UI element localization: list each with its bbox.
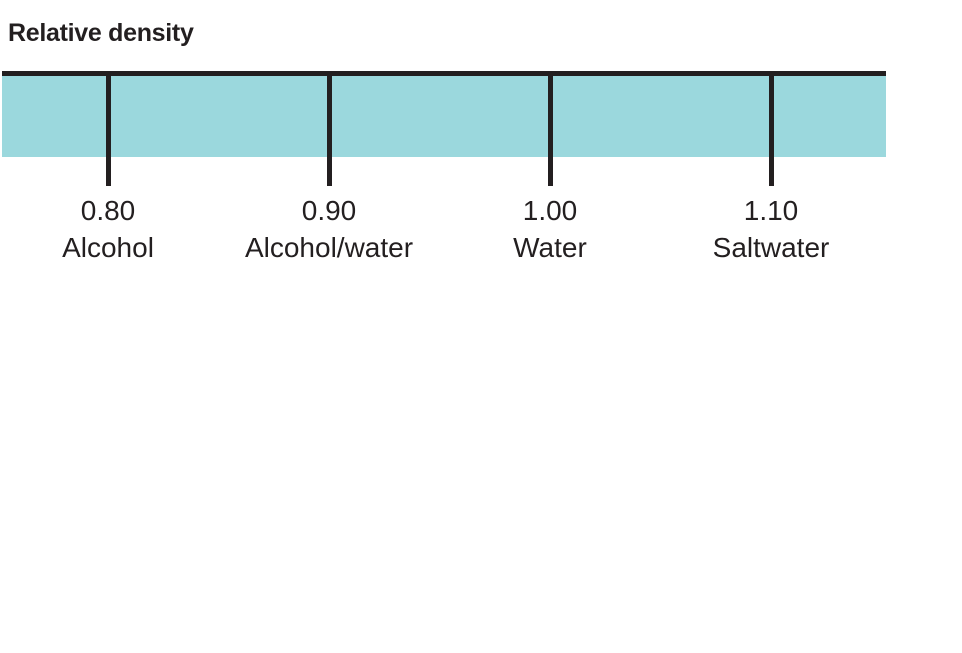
tick-substance: Water	[513, 232, 587, 263]
tick-value: 1.00	[522, 195, 578, 226]
tick-label-water: 1.00 Water	[430, 192, 670, 266]
tick-value: 1.10	[743, 195, 799, 226]
tick-substance: Alcohol	[62, 232, 154, 263]
tick-mark-alcohol	[105, 71, 111, 186]
tick-mark-alcohol-water	[326, 71, 332, 186]
tick-substance: Alcohol/water	[244, 232, 414, 263]
tick-label-alcohol-water: 0.90 Alcohol/water	[209, 192, 449, 266]
tick-mark-water	[547, 71, 553, 186]
tick-mark-saltwater	[768, 71, 774, 186]
scale-top-rule	[2, 71, 886, 76]
tick-value: 0.80	[80, 195, 136, 226]
tick-label-alcohol: 0.80 Alcohol	[0, 192, 228, 266]
tick-substance: Saltwater	[712, 232, 830, 263]
tick-value: 0.90	[301, 195, 357, 226]
scale-band	[2, 76, 886, 157]
figure-title: Relative density	[8, 19, 194, 47]
tick-label-saltwater: 1.10 Saltwater	[651, 192, 891, 266]
